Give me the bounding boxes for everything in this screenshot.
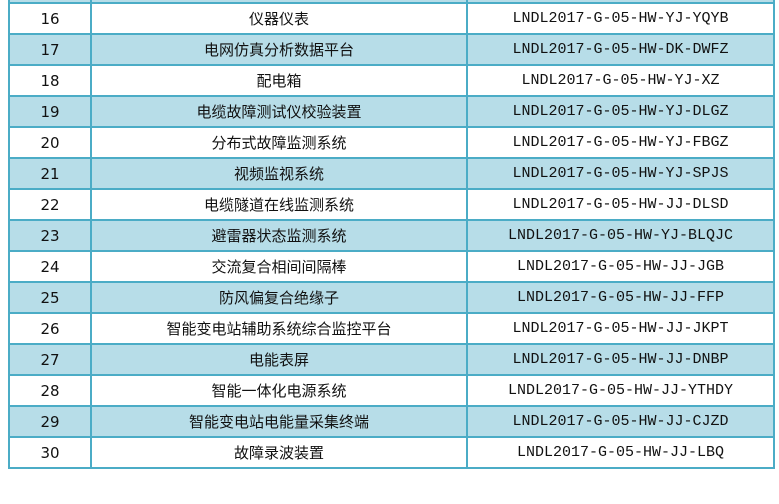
table-row: 19 电缆故障测试仪校验装置 LNDL2017-G-05-HW-YJ-DLGZ [8,95,775,128]
table-row: 24 交流复合相间间隔棒 LNDL2017-G-05-HW-JJ-JGB [8,250,775,283]
row-name: 故障录波装置 [90,436,468,469]
row-name [90,0,468,4]
row-code [466,0,775,4]
row-number [8,0,92,4]
row-number: 23 [8,219,92,252]
table-row: 30 故障录波装置 LNDL2017-G-05-HW-JJ-LBQ [8,436,775,469]
table-row: 17 电网仿真分析数据平台 LNDL2017-G-05-HW-DK-DWFZ [8,33,775,66]
row-code: LNDL2017-G-05-HW-JJ-JGB [466,250,775,283]
row-code: LNDL2017-G-05-HW-YJ-BLQJC [466,219,775,252]
row-number: 16 [8,2,92,35]
row-name: 防风偏复合绝缘子 [90,281,468,314]
row-code: LNDL2017-G-05-HW-YJ-DLGZ [466,95,775,128]
table-row: 29 智能变电站电能量采集终端 LNDL2017-G-05-HW-JJ-CJZD [8,405,775,438]
row-name: 视频监视系统 [90,157,468,190]
row-number: 24 [8,250,92,283]
row-code: LNDL2017-G-05-HW-YJ-SPJS [466,157,775,190]
row-code: LNDL2017-G-05-HW-YJ-XZ [466,64,775,97]
table-row: 18 配电箱 LNDL2017-G-05-HW-YJ-XZ [8,64,775,97]
row-number: 30 [8,436,92,469]
row-name: 电能表屏 [90,343,468,376]
row-name: 电缆隧道在线监测系统 [90,188,468,221]
row-number: 22 [8,188,92,221]
row-code: LNDL2017-G-05-HW-JJ-LBQ [466,436,775,469]
row-number: 28 [8,374,92,407]
row-number: 19 [8,95,92,128]
row-code: LNDL2017-G-05-HW-JJ-DLSD [466,188,775,221]
table-row: 16 仪器仪表 LNDL2017-G-05-HW-YJ-YQYB [8,2,775,35]
row-number: 27 [8,343,92,376]
table-row: 28 智能一体化电源系统 LNDL2017-G-05-HW-JJ-YTHDY [8,374,775,407]
row-number: 29 [8,405,92,438]
row-name: 避雷器状态监测系统 [90,219,468,252]
row-name: 智能变电站电能量采集终端 [90,405,468,438]
row-code: LNDL2017-G-05-HW-JJ-FFP [466,281,775,314]
row-code: LNDL2017-G-05-HW-YJ-YQYB [466,2,775,35]
row-code: LNDL2017-G-05-HW-JJ-JKPT [466,312,775,345]
row-name: 电缆故障测试仪校验装置 [90,95,468,128]
table-row: 22 电缆隧道在线监测系统 LNDL2017-G-05-HW-JJ-DLSD [8,188,775,221]
row-name: 分布式故障监测系统 [90,126,468,159]
row-code: LNDL2017-G-05-HW-YJ-FBGZ [466,126,775,159]
table-row: 27 电能表屏 LNDL2017-G-05-HW-JJ-DNBP [8,343,775,376]
row-code: LNDL2017-G-05-HW-JJ-YTHDY [466,374,775,407]
row-number: 26 [8,312,92,345]
row-number: 18 [8,64,92,97]
table-row: 25 防风偏复合绝缘子 LNDL2017-G-05-HW-JJ-FFP [8,281,775,314]
table-row: 21 视频监视系统 LNDL2017-G-05-HW-YJ-SPJS [8,157,775,190]
row-name: 智能一体化电源系统 [90,374,468,407]
row-name: 交流复合相间间隔棒 [90,250,468,283]
equipment-table: 16 仪器仪表 LNDL2017-G-05-HW-YJ-YQYB 17 电网仿真分析数据… [8,0,775,469]
row-name: 仪器仪表 [90,2,468,35]
row-name: 配电箱 [90,64,468,97]
table-row: 20 分布式故障监测系统 LNDL2017-G-05-HW-YJ-FBGZ [8,126,775,159]
table-row [8,0,775,4]
row-code: LNDL2017-G-05-HW-JJ-DNBP [466,343,775,376]
row-number: 17 [8,33,92,66]
row-code: LNDL2017-G-05-HW-JJ-CJZD [466,405,775,438]
row-number: 21 [8,157,92,190]
row-name: 电网仿真分析数据平台 [90,33,468,66]
row-number: 25 [8,281,92,314]
table-row: 26 智能变电站辅助系统综合监控平台 LNDL2017-G-05-HW-JJ-JKP… [8,312,775,345]
row-code: LNDL2017-G-05-HW-DK-DWFZ [466,33,775,66]
row-number: 20 [8,126,92,159]
table-row: 23 避雷器状态监测系统 LNDL2017-G-05-HW-YJ-BLQJC [8,219,775,252]
row-name: 智能变电站辅助系统综合监控平台 [90,312,468,345]
